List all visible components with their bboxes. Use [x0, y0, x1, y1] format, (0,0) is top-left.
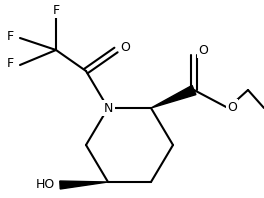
Polygon shape	[60, 181, 108, 189]
Text: F: F	[6, 30, 13, 43]
Text: HO: HO	[36, 179, 55, 191]
Text: O: O	[227, 101, 237, 113]
Text: N: N	[103, 102, 113, 114]
Text: O: O	[198, 44, 208, 56]
Text: O: O	[120, 41, 130, 53]
Text: F: F	[6, 56, 13, 69]
Text: F: F	[53, 4, 60, 16]
Polygon shape	[151, 85, 196, 108]
